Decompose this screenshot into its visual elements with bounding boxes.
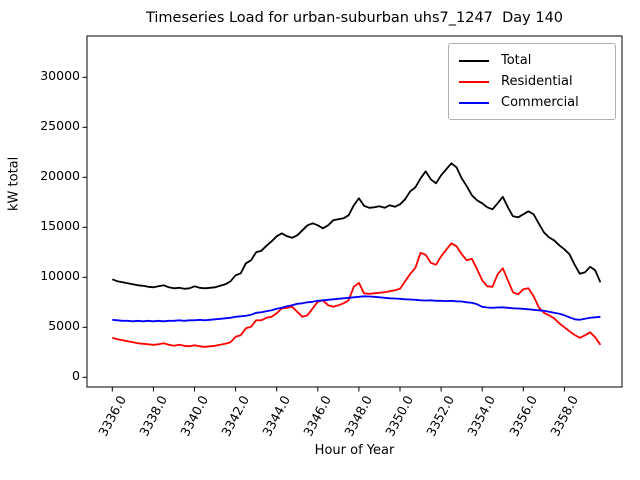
series-line-commercial — [112, 295, 601, 323]
legend-entry-total: Total — [459, 50, 607, 71]
commercial-line-swatch — [459, 101, 489, 104]
total-line-swatch — [459, 59, 489, 62]
y-tick-label: 20000 — [40, 168, 80, 184]
y-tick-label: 15000 — [40, 218, 80, 234]
y-tick-label: 0 — [72, 368, 80, 384]
residential-line-swatch — [459, 80, 489, 83]
legend-label-residential: Residential — [501, 74, 573, 89]
legend-label-commercial: Commercial — [501, 95, 579, 110]
y-tick-label: 25000 — [40, 118, 80, 134]
legend: Total Residential Commercial — [448, 43, 616, 120]
y-tick-label: 30000 — [40, 68, 80, 84]
legend-entry-commercial: Commercial — [459, 92, 607, 113]
series-line-residential — [112, 242, 602, 348]
y-tick-label: 5000 — [48, 318, 80, 334]
y-tick-label: 10000 — [40, 268, 80, 284]
legend-label-total: Total — [501, 53, 532, 68]
series-line-total — [111, 162, 602, 290]
chart-title: Timeseries Load for urban-suburban uhs7_… — [145, 10, 564, 26]
x-axis-label: Hour of Year — [314, 443, 395, 458]
axes-spines — [86, 35, 623, 388]
legend-entry-residential: Residential — [459, 71, 607, 92]
y-axis-label: kW total — [6, 156, 22, 211]
